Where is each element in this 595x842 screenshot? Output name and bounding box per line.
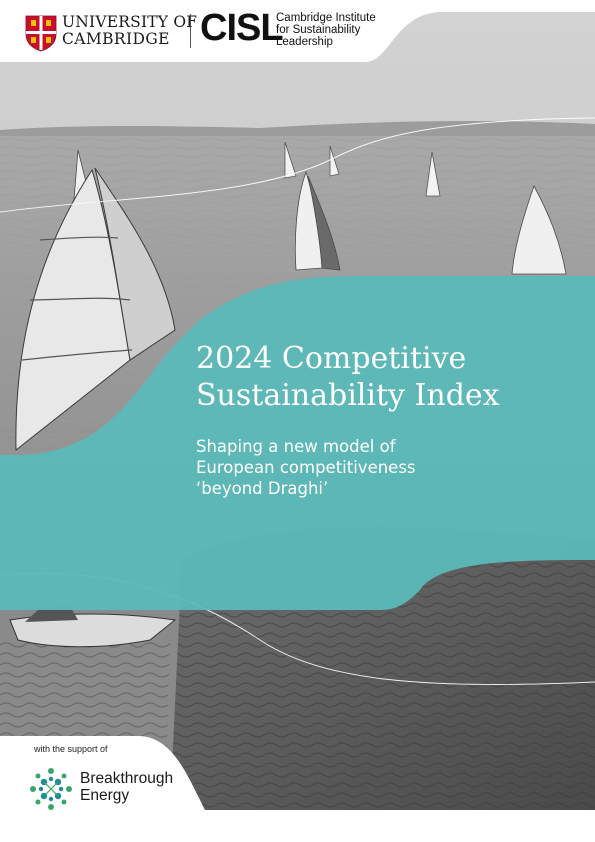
- report-title: 2024 Competitive Sustainability Index: [196, 340, 566, 414]
- report-title-line: Sustainability Index: [196, 378, 500, 413]
- header: UNIVERSITY OF CAMBRIDGE CISL Cambridge I…: [0, 0, 595, 62]
- partner-name-line: Breakthrough: [80, 770, 174, 787]
- support-label: with the support of: [34, 744, 108, 754]
- cisl-name-line: Cambridge Institute: [276, 12, 376, 24]
- cisl-name-line: for Sustainability: [276, 24, 361, 36]
- report-title-line: 2024 Competitive: [196, 341, 467, 376]
- cisl-full-name: Cambridge Institute for Sustainability L…: [276, 12, 376, 48]
- cisl-name-line: Leadership: [276, 36, 333, 48]
- university-line1: UNIVERSITY OF: [62, 13, 198, 31]
- footer-support: with the support of: [0, 730, 200, 842]
- report-subtitle-line: ‘beyond Draghi’: [196, 479, 329, 498]
- breakthrough-energy-icon: [30, 768, 72, 810]
- university-line2: CAMBRIDGE: [62, 30, 170, 48]
- report-subtitle-line: European competitiveness: [196, 458, 416, 477]
- logo-divider: [190, 14, 191, 48]
- cambridge-crest-icon: [25, 15, 57, 52]
- cisl-logo: CISL: [200, 7, 284, 49]
- report-subtitle: Shaping a new model of European competit…: [196, 436, 566, 499]
- report-subtitle-line: Shaping a new model of: [196, 437, 396, 456]
- partner-name-line: Energy: [80, 787, 130, 804]
- cover-title-block: 2024 Competitive Sustainability Index Sh…: [196, 340, 566, 499]
- partner-name: Breakthrough Energy: [80, 770, 173, 804]
- university-wordmark: UNIVERSITY OF CAMBRIDGE: [62, 14, 197, 48]
